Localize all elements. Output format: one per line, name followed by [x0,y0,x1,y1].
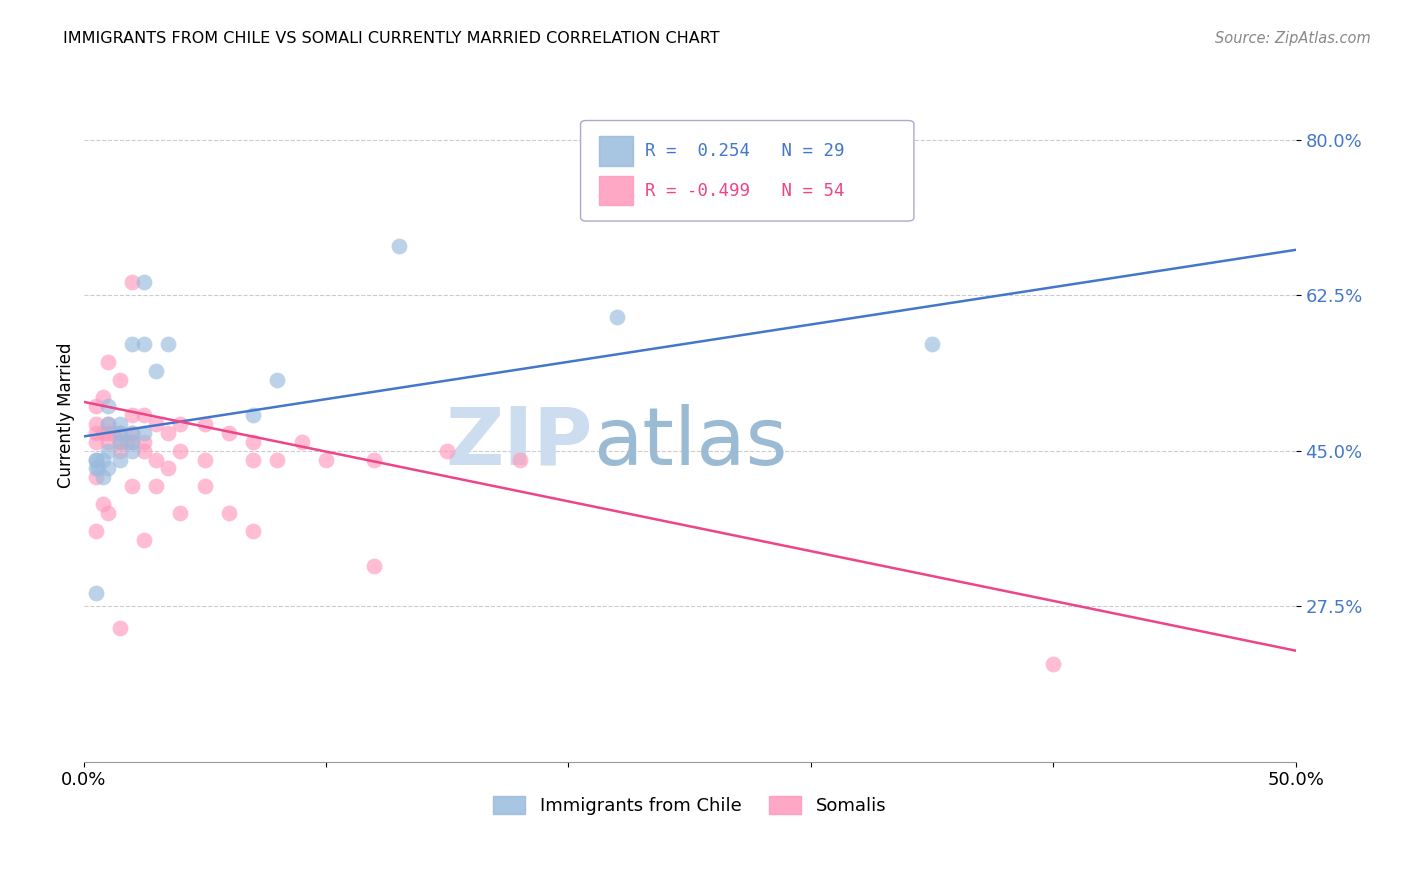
Point [134,425,156,440]
Point [97,443,120,458]
Point [84,452,107,467]
Point [242,452,264,467]
Point [84,425,107,440]
Legend: Immigrants from Chile, Somalis: Immigrants from Chile, Somalis [494,797,886,815]
Point [84,586,107,600]
Text: Source: ZipAtlas.com: Source: ZipAtlas.com [1215,31,1371,46]
Point [97,417,120,431]
Point [157,425,180,440]
Point [108,452,131,467]
Point [91,425,114,440]
Text: ZIP: ZIP [446,404,593,482]
Point [121,479,143,493]
Point [84,524,107,538]
Point [108,434,131,449]
Point [363,452,385,467]
Point [134,275,156,289]
Point [157,337,180,351]
FancyBboxPatch shape [599,176,633,205]
Point [108,443,131,458]
Point [606,310,628,325]
Point [121,434,143,449]
Text: IMMIGRANTS FROM CHILE VS SOMALI CURRENTLY MARRIED CORRELATION CHART: IMMIGRANTS FROM CHILE VS SOMALI CURRENTL… [63,31,720,46]
Point [97,425,120,440]
Point [157,461,180,475]
Point [108,425,131,440]
Point [84,452,107,467]
Point [145,479,167,493]
Point [97,506,120,520]
Point [194,417,217,431]
Point [169,443,191,458]
Point [145,452,167,467]
Point [266,373,288,387]
Point [145,417,167,431]
Point [101,425,124,440]
Point [134,443,156,458]
Point [436,443,458,458]
Point [84,470,107,484]
Point [108,417,131,431]
Point [84,399,107,413]
Point [315,452,337,467]
Point [84,417,107,431]
Point [91,452,114,467]
Point [115,434,138,449]
Point [194,479,217,493]
Point [134,408,156,422]
Point [97,461,120,475]
Point [266,452,288,467]
Point [363,559,385,574]
Point [242,434,264,449]
Point [108,373,131,387]
Point [169,506,191,520]
Point [134,533,156,547]
Point [194,452,217,467]
Point [509,452,531,467]
Point [1042,657,1064,671]
Point [134,337,156,351]
Point [97,417,120,431]
Point [169,417,191,431]
Point [91,470,114,484]
Point [121,434,143,449]
Point [388,239,411,253]
Point [121,443,143,458]
Point [242,408,264,422]
Point [108,622,131,636]
FancyBboxPatch shape [581,120,914,221]
Point [291,434,314,449]
Point [84,461,107,475]
Point [91,497,114,511]
Point [97,355,120,369]
Point [108,425,131,440]
Point [242,524,264,538]
Point [87,461,110,475]
Point [108,434,131,449]
Point [97,399,120,413]
Text: R = -0.499   N = 54: R = -0.499 N = 54 [645,182,844,200]
FancyBboxPatch shape [599,136,633,166]
Point [145,364,167,378]
Point [134,434,156,449]
Point [218,506,240,520]
Point [218,425,240,440]
Text: R =  0.254   N = 29: R = 0.254 N = 29 [645,142,844,160]
Point [121,425,143,440]
Y-axis label: Currently Married: Currently Married [58,343,75,488]
Point [121,275,143,289]
Point [97,434,120,449]
Text: atlas: atlas [593,404,787,482]
Point [91,390,114,404]
Point [84,434,107,449]
Point [121,337,143,351]
Point [921,337,943,351]
Point [121,425,143,440]
Point [121,408,143,422]
